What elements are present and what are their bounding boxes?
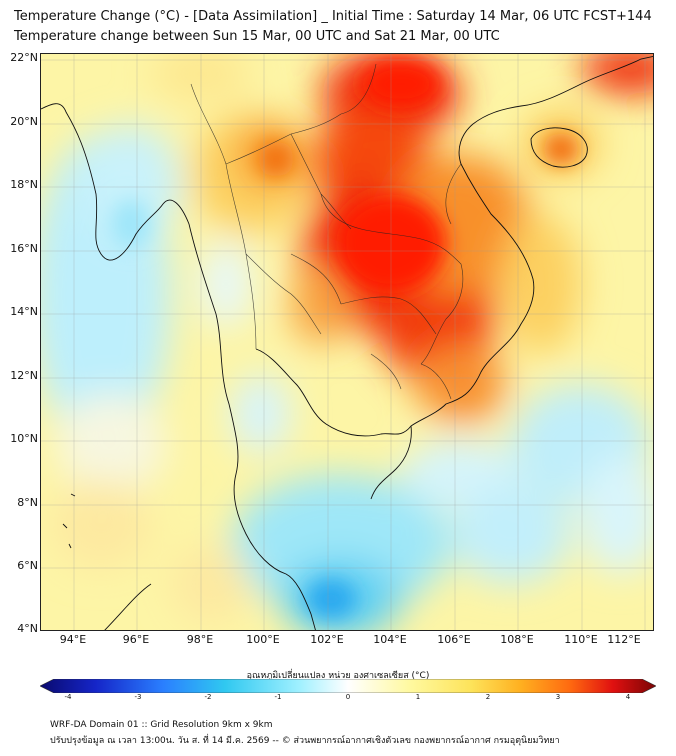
map-title: Temperature Change (°C) - [Data Assimila…: [14, 9, 652, 24]
lon-label-112e: 112°E: [607, 633, 641, 646]
lon-label-94e: 94°E: [59, 633, 87, 646]
colorbar-tick: 0: [345, 693, 351, 701]
lat-label-10n: 10°N: [10, 432, 38, 445]
map-subtitle: Temperature change between Sun 15 Mar, 0…: [14, 29, 500, 44]
lon-label-106e: 106°E: [437, 633, 471, 646]
colorbar: [39, 678, 657, 694]
colorbar-tick: -3: [134, 693, 142, 701]
lat-label-16n: 16°N: [10, 242, 38, 255]
colorbar-title: อุณหภูมิเปลี่ยนแปลง หน่วย องศาเซลเซียส (…: [246, 671, 430, 681]
colorbar-ramp: [39, 678, 657, 694]
lat-label-22n: 22°N: [10, 51, 38, 64]
footer-model-info: WRF-DA Domain 01 :: Grid Resolution 9km …: [50, 720, 273, 730]
lon-label-98e: 98°E: [186, 633, 214, 646]
lon-label-104e: 104°E: [373, 633, 407, 646]
map-canvas: [41, 54, 653, 630]
colorbar-tick: 3: [555, 693, 561, 701]
footer-credit: ปรับปรุงข้อมูล ณ เวลา 13:00น. วัน ส. ที่…: [50, 736, 560, 746]
lat-label-12n: 12°N: [10, 369, 38, 382]
coastlines: [41, 55, 653, 630]
lat-label-20n: 20°N: [10, 115, 38, 128]
colorbar-tick: 2: [485, 693, 491, 701]
lat-label-8n: 8°N: [17, 496, 38, 509]
lon-label-108e: 108°E: [500, 633, 534, 646]
political-borders: [190, 63, 464, 400]
lon-label-110e: 110°E: [564, 633, 598, 646]
temperature-change-map[interactable]: [40, 53, 654, 631]
colorbar-tick: 1: [415, 693, 421, 701]
colorbar-tick: -1: [274, 693, 282, 701]
graticule: [41, 54, 653, 630]
temperature-field: [41, 54, 653, 630]
lat-label-14n: 14°N: [10, 305, 38, 318]
lon-label-100e: 100°E: [246, 633, 280, 646]
colorbar-tick: 4: [625, 693, 631, 701]
colorbar-tick: -4: [64, 693, 72, 701]
lon-label-96e: 96°E: [122, 633, 150, 646]
lat-label-6n: 6°N: [17, 559, 38, 572]
colorbar-tick: -2: [204, 693, 212, 701]
lat-label-4n: 4°N: [17, 622, 38, 635]
lon-label-102e: 102°E: [310, 633, 344, 646]
lat-label-18n: 18°N: [10, 178, 38, 191]
